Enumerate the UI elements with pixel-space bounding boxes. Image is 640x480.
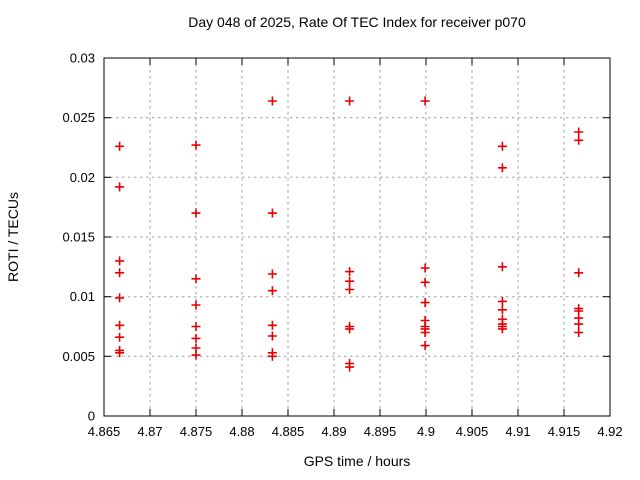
data-point-marker — [191, 208, 201, 218]
data-point-marker — [115, 256, 125, 266]
data-point-marker — [420, 328, 430, 337]
x-tick-label: 4.915 — [548, 424, 581, 439]
y-tick-label: 0.03 — [70, 51, 95, 66]
data-point-marker — [115, 268, 125, 278]
data-point-marker — [267, 320, 277, 330]
data-point-marker — [574, 268, 584, 278]
data-point-marker — [574, 328, 584, 337]
x-tick-label: 4.9 — [417, 424, 435, 439]
data-point-marker — [345, 276, 355, 286]
data-point-marker — [191, 274, 201, 284]
data-point-marker — [345, 362, 355, 372]
data-point-marker — [115, 320, 125, 330]
data-point-marker — [497, 141, 507, 151]
x-tick-label: 4.89 — [321, 424, 346, 439]
x-tick-label: 4.875 — [180, 424, 213, 439]
y-tick-label: 0.005 — [62, 349, 95, 364]
data-point-marker — [267, 269, 277, 279]
data-point-marker — [497, 163, 507, 173]
x-tick-label: 4.895 — [364, 424, 397, 439]
y-tick-label: 0.02 — [70, 170, 95, 185]
data-point-marker — [420, 263, 430, 273]
x-tick-label: 4.88 — [229, 424, 254, 439]
data-point-marker — [345, 285, 355, 294]
data-point-marker — [574, 127, 584, 137]
data-point-marker — [345, 267, 355, 277]
data-point-marker — [420, 277, 430, 287]
data-point-marker — [115, 293, 125, 303]
data-point-marker — [191, 300, 201, 310]
y-tick-label: 0.025 — [62, 110, 95, 125]
x-tick-label: 4.92 — [597, 424, 622, 439]
data-point-marker — [345, 324, 355, 334]
x-tick-label: 4.91 — [505, 424, 530, 439]
x-tick-label: 4.885 — [272, 424, 305, 439]
data-point-marker — [115, 348, 125, 358]
data-point-marker — [115, 332, 125, 342]
data-point-marker — [497, 324, 507, 334]
data-point-marker — [191, 140, 201, 150]
chart-title: Day 048 of 2025, Rate Of TEC Index for r… — [188, 14, 526, 30]
x-tick-label: 4.905 — [456, 424, 489, 439]
data-point-marker — [497, 305, 507, 315]
data-point-marker — [191, 350, 201, 360]
data-point-marker — [497, 262, 507, 272]
data-point-marker — [345, 96, 355, 106]
data-point-marker — [267, 351, 277, 361]
data-point-marker — [115, 182, 125, 192]
data-point-marker — [191, 333, 201, 343]
y-tick-label: 0.01 — [70, 289, 95, 304]
data-point-marker — [420, 341, 430, 351]
data-point-marker — [267, 331, 277, 341]
data-point-marker — [574, 135, 584, 145]
data-point-marker — [191, 322, 201, 331]
y-tick-label: 0 — [88, 409, 95, 424]
data-point-marker — [497, 296, 507, 306]
data-point-marker — [115, 141, 125, 151]
data-point-marker — [267, 96, 277, 106]
data-point-marker — [267, 208, 277, 218]
data-point-marker — [420, 96, 430, 106]
data-point-marker — [267, 286, 277, 296]
y-tick-label: 0.015 — [62, 230, 95, 245]
x-tick-label: 4.87 — [137, 424, 162, 439]
x-axis-label: GPS time / hours — [303, 453, 411, 469]
data-point-marker — [420, 298, 430, 308]
x-tick-label: 4.865 — [88, 424, 121, 439]
data-point-marker — [574, 319, 584, 329]
